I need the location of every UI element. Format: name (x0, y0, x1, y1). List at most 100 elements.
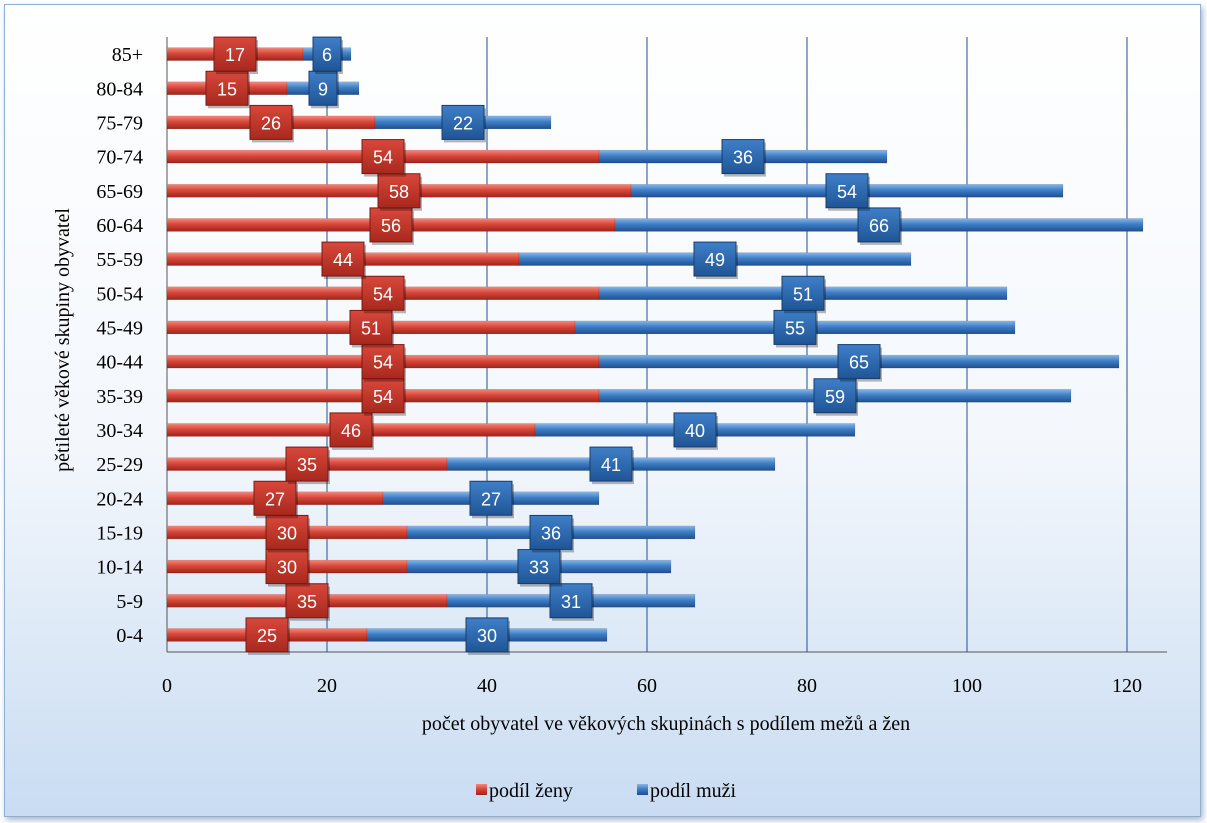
data-label-zeny-20-24: 27 (265, 489, 285, 509)
y-tick-label-15-19: 15-19 (96, 522, 143, 544)
bars (166, 47, 1144, 642)
x-tick-label-120: 120 (1112, 675, 1142, 697)
data-label-box-muzi-60-64 (857, 207, 901, 243)
data-label-box-zeny-40-44 (361, 344, 405, 380)
data-label-box-muzi-15-19 (529, 514, 573, 550)
data-label-zeny-60-64: 56 (381, 216, 401, 236)
y-tick-label-50-54: 50-54 (96, 283, 143, 305)
data-label-muzi-20-24: 27 (481, 489, 501, 509)
y-tick-labels: 0-4 5-9 10-14 15-19 20-24 25-29 30-34 35-39 40-4… (96, 44, 143, 647)
data-label-zeny-65-69: 58 (389, 182, 409, 202)
y-tick-label-40-44: 40-44 (96, 352, 143, 374)
data-label-box-zeny-45-49 (349, 309, 393, 345)
data-label-muzi-80-84: 9 (318, 79, 328, 99)
data-label-box-zeny-20-24 (253, 480, 297, 516)
data-label-box-muzi-40-44 (837, 344, 881, 380)
data-label-muzi-5-9: 31 (561, 592, 581, 612)
data-label-zeny-85plus: 17 (225, 45, 245, 65)
y-tick-label-60-64: 60-64 (96, 215, 143, 237)
y-axis-title: pětileté věkové skupiny obyvatel (52, 208, 74, 472)
data-label-muzi-0-4: 30 (477, 626, 497, 646)
y-tick-label-70-74: 70-74 (96, 147, 143, 169)
data-label-box-muzi-25-29 (589, 446, 633, 482)
data-label-box-zeny-70-74 (361, 139, 405, 175)
legend: podíl ženy podíl muži (476, 780, 737, 802)
data-label-zeny-0-4: 25 (257, 626, 277, 646)
data-label-muzi-70-74: 36 (733, 148, 753, 168)
data-label-muzi-10-14: 33 (529, 558, 549, 578)
data-label-zeny-45-49: 51 (361, 318, 381, 338)
x-axis-title: počet obyvatel ve věkových skupinách s p… (422, 713, 910, 735)
x-tick-labels: 0 20 40 60 80 100 120 (162, 675, 1142, 697)
data-label-box-muzi-65-69 (825, 173, 869, 209)
data-label-box-zeny-80-84 (205, 70, 249, 106)
data-label-zeny-75-79: 26 (261, 113, 281, 133)
y-tick-label-5-9: 5-9 (116, 591, 143, 613)
data-label-muzi-60-64: 66 (869, 216, 889, 236)
x-tick-label-0: 0 (162, 675, 172, 697)
data-label-box-muzi-30-34 (673, 412, 717, 448)
data-label-box-muzi-0-4 (465, 617, 509, 653)
data-label-box-zeny-15-19 (265, 514, 309, 550)
data-label-muzi-30-34: 40 (685, 421, 705, 441)
data-label-zeny-15-19: 30 (277, 523, 297, 543)
data-label-box-muzi-75-79 (441, 104, 485, 140)
data-label-zeny-25-29: 35 (297, 455, 317, 475)
data-label-zeny-55-59: 44 (333, 250, 353, 270)
legend-swatch-zeny (476, 784, 487, 795)
data-label-box-zeny-0-4 (245, 617, 289, 653)
data-label-muzi-25-29: 41 (601, 455, 621, 475)
y-tick-label-75-79: 75-79 (96, 112, 143, 134)
x-tick-label-60: 60 (637, 675, 657, 697)
gridlines (166, 37, 1167, 653)
x-tick-label-40: 40 (477, 675, 497, 697)
legend-swatch-muzi (637, 784, 648, 795)
chart-frame (4, 4, 1201, 817)
legend-label-muzi: podíl muži (650, 780, 737, 802)
data-label-box-zeny-75-79 (249, 104, 293, 140)
data-label-box-muzi-55-59 (693, 241, 737, 277)
data-label-zeny-10-14: 30 (277, 558, 297, 578)
data-label-muzi-50-54: 51 (793, 284, 813, 304)
data-label-muzi-65-69: 54 (837, 182, 857, 202)
data-label-zeny-80-84: 15 (217, 79, 237, 99)
data-label-box-muzi-10-14 (517, 549, 561, 585)
data-label-box-zeny-85plus (213, 36, 257, 72)
legend-label-zeny: podíl ženy (489, 780, 573, 802)
data-label-zeny-70-74: 54 (373, 148, 393, 168)
data-label-zeny-40-44: 54 (373, 353, 393, 373)
y-tick-label-20-24: 20-24 (96, 488, 143, 510)
y-tick-label-55-59: 55-59 (96, 249, 143, 271)
data-label-box-muzi-35-39 (813, 378, 857, 414)
data-label-box-zeny-30-34 (329, 412, 373, 448)
y-tick-label-10-14: 10-14 (96, 557, 143, 579)
x-tick-label-20: 20 (317, 675, 337, 697)
data-label-zeny-5-9: 35 (297, 592, 317, 612)
data-label-box-muzi-5-9 (549, 583, 593, 619)
data-label-box-muzi-85plus (312, 36, 342, 72)
y-tick-label-25-29: 25-29 (96, 454, 143, 476)
data-label-muzi-55-59: 49 (705, 250, 725, 270)
y-tick-label-35-39: 35-39 (96, 386, 143, 408)
data-label-zeny-35-39: 54 (373, 387, 393, 407)
data-label-box-muzi-70-74 (721, 139, 765, 175)
data-label-box-muzi-50-54 (781, 275, 825, 311)
y-tick-label-85plus: 85+ (112, 44, 143, 66)
data-label-box-zeny-25-29 (285, 446, 329, 482)
y-tick-label-45-49: 45-49 (96, 317, 143, 339)
data-label-muzi-15-19: 36 (541, 523, 561, 543)
data-label-muzi-45-49: 55 (785, 318, 805, 338)
data-label-muzi-35-39: 59 (825, 387, 845, 407)
data-label-box-zeny-55-59 (321, 241, 365, 277)
data-label-zeny-50-54: 54 (373, 284, 393, 304)
data-label-zeny-30-34: 46 (341, 421, 361, 441)
data-label-box-zeny-50-54 (361, 275, 405, 311)
data-label-muzi-40-44: 65 (849, 353, 869, 373)
y-tick-label-30-34: 30-34 (96, 420, 143, 442)
y-tick-label-65-69: 65-69 (96, 181, 143, 203)
x-tick-label-80: 80 (797, 675, 817, 697)
data-label-box-muzi-45-49 (773, 309, 817, 345)
data-label-muzi-85plus: 6 (322, 45, 332, 65)
